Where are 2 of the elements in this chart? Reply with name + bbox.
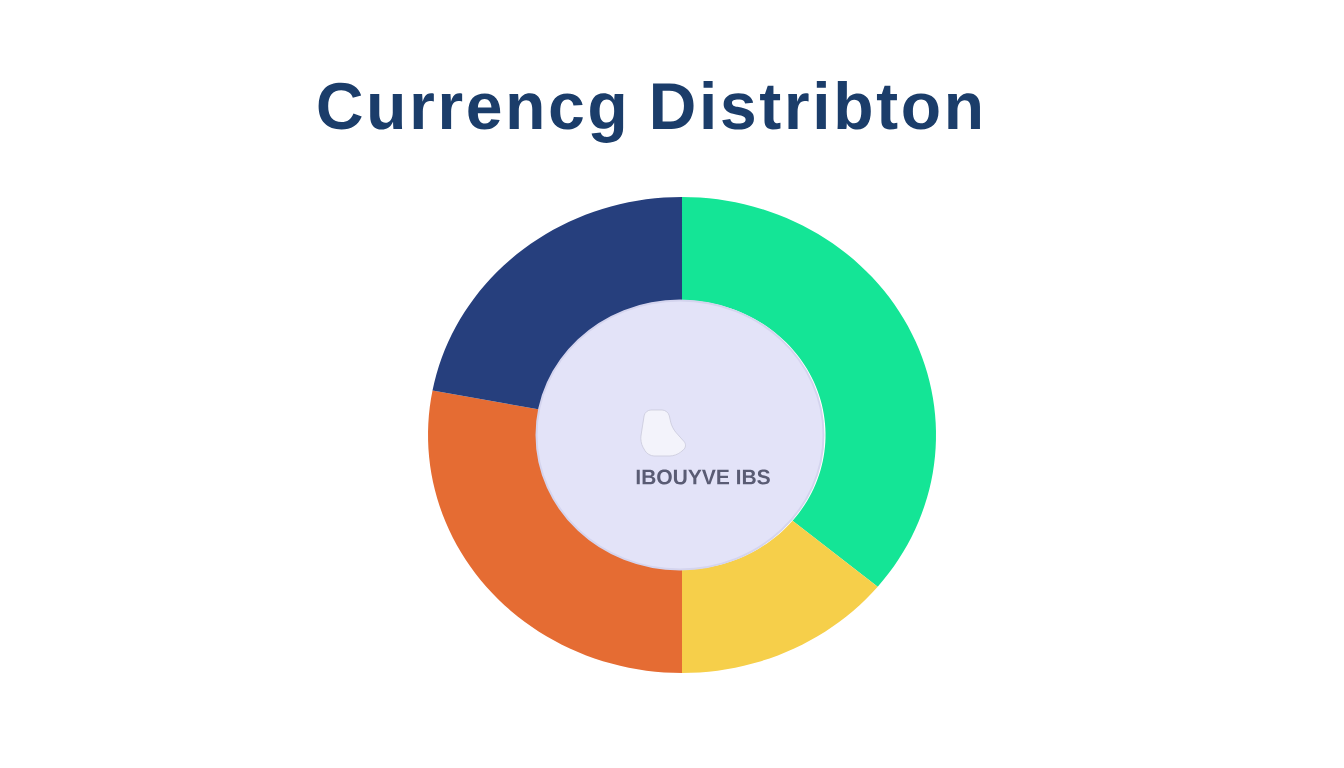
text: IBOUYVE IBS [636,469,770,485]
chart-title: Currencg Distribton [318,81,980,143]
